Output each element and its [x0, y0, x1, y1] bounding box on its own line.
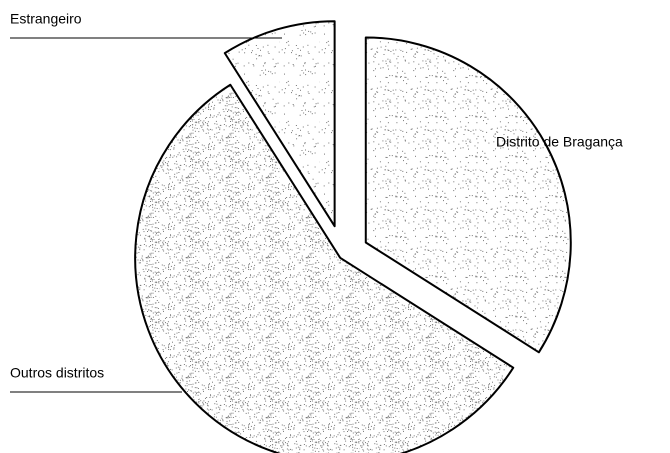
slice-label: Distrito de Bragança [496, 134, 623, 150]
slice-label: Outros distritos [10, 365, 104, 381]
pie-slice [364, 36, 572, 354]
slice-label: Estrangeiro [10, 11, 82, 27]
pie-slice [223, 20, 336, 228]
pie-slice [134, 83, 515, 453]
